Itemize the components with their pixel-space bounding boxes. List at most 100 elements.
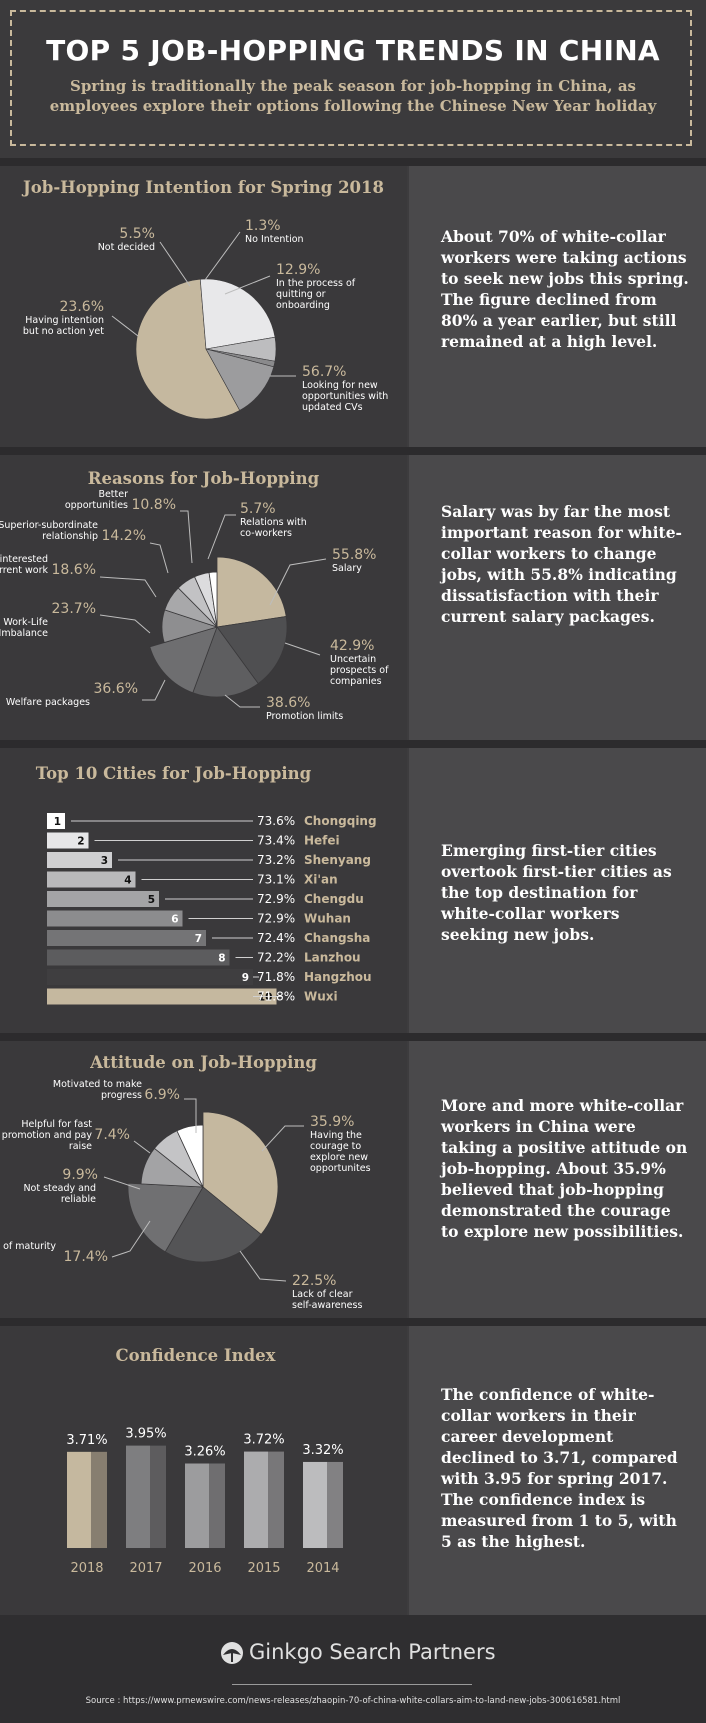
- cities-description: Emerging first-tier cities overtook firs…: [441, 841, 672, 944]
- pie-value-no-intention: 1.3%: [245, 218, 281, 234]
- city-rank-hangzhou: 9: [242, 972, 249, 984]
- confidence-value-2018: 3.71%: [66, 1433, 107, 1448]
- city-bar-wuhan: [47, 910, 183, 927]
- leader-line: [224, 694, 260, 708]
- confidence-bar-2016: [185, 1463, 209, 1548]
- footer-divider: [232, 1684, 472, 1685]
- section-divider: [0, 158, 706, 166]
- city-rank-chongqing: 1: [54, 816, 61, 828]
- pie-label-having-the-courage-to-explore-new-opportunites: Having the: [310, 1130, 362, 1141]
- confidence-year-2014: 2014: [306, 1561, 339, 1576]
- pie-label-better-opportunities: Better: [98, 489, 128, 500]
- pie-slice-having-intention-but-no-action-yet: [199, 278, 276, 350]
- confidence-bar-2018: [67, 1451, 91, 1548]
- pie-slice-having-the-courage-to-explore-new-opportunites: [202, 1111, 279, 1236]
- leader-line: [99, 614, 151, 634]
- confidence-text-panel: The confidence of white-collar workers i…: [409, 1326, 706, 1615]
- pie-value-salary: 55.8%: [332, 547, 376, 563]
- confidence-title: Confidence Index: [115, 1346, 276, 1365]
- pie-label-in-the-process-of-quitting-or-onboarding: onboarding: [276, 300, 330, 311]
- city-name-chongqing: Chongqing: [304, 814, 377, 828]
- confidence-year-2017: 2017: [129, 1561, 162, 1576]
- city-bar-wuxi: [47, 988, 277, 1005]
- pie-label-motivated-to-make-progress: progress: [101, 1090, 142, 1101]
- cities-bar-chart: 1 73.6% Chongqing 2 73.4% Hefei 3 73.2% Shenyang…: [47, 813, 377, 1005]
- pie-label-having-intention-but-no-action-yet: Having intention: [25, 315, 104, 326]
- city-bar-hefei: [47, 832, 89, 849]
- leader-line: [261, 1125, 304, 1152]
- pie-value-uncertain-prospects-of-companies: 42.9%: [330, 638, 374, 654]
- pie-value-in-the-process-of-quitting-or-onboarding: 12.9%: [276, 262, 320, 278]
- pie-label-uncertain-prospects-of-companies: Uncertain: [330, 654, 376, 665]
- header: [0, 0, 706, 158]
- section-cities: Top 10 Cities for Job-Hopping 1 73.6% Chon…: [0, 748, 706, 1033]
- pie-label-in-the-process-of-quitting-or-onboarding: quitting or: [276, 289, 326, 300]
- pie-slice-lack-of-maturity: [127, 1182, 204, 1253]
- pie-label-helpful-for-fast-promotion-and-pay-raise: promotion and pay: [2, 1130, 93, 1141]
- confidence-bar-side-2015: [268, 1451, 284, 1548]
- pie-value-promotion-limits: 38.6%: [266, 695, 310, 711]
- pie-label-welfare-packages: Welfare packages: [6, 697, 90, 708]
- pie-value-motivated-to-make-progress: 6.9%: [144, 1087, 180, 1103]
- pie-label-not-steady-and-reliable: reliable: [61, 1194, 96, 1205]
- pie-label-superior-subordinate-relationship: relationship: [42, 531, 98, 542]
- pie-slice-motivated-to-make-progress: [176, 1124, 204, 1188]
- cities-title: Top 10 Cities for Job-Hopping: [35, 764, 312, 783]
- reasons-text-panel: Salary was by far the most important rea…: [409, 455, 706, 740]
- confidence-value-2017: 3.95%: [125, 1427, 166, 1442]
- confidence-bar-side-2018: [91, 1451, 107, 1548]
- section-divider: [0, 447, 706, 455]
- confidence-description: The confidence of white-collar workers i…: [441, 1385, 678, 1551]
- pie-value-superior-subordinate-relationship: 14.2%: [102, 528, 146, 544]
- leader-line: [142, 679, 166, 701]
- city-rank-xi-an: 4: [124, 875, 131, 887]
- city-bar-xi-an: [47, 871, 136, 888]
- city-name-chengdu: Chengdu: [304, 892, 364, 906]
- confidence-value-2014: 3.32%: [302, 1443, 343, 1458]
- pie-label-having-the-courage-to-explore-new-opportunites: explore new: [310, 1152, 368, 1163]
- pie-label-work-life-imbalance: Work-Life: [3, 617, 48, 628]
- city-name-wuhan: Wuhan: [304, 912, 351, 926]
- city-value-wuxi: 71.8%: [257, 990, 295, 1004]
- pie-slice-in-the-process-of-quitting-or-onboarding: [205, 348, 275, 411]
- leader-line: [204, 231, 241, 281]
- pie-label-not-interested-in-current-work: Not interested: [0, 554, 48, 565]
- pie-value-better-opportunities: 10.8%: [132, 497, 176, 513]
- city-bar-shenyang: [47, 852, 112, 868]
- cities-text-panel: Emerging first-tier cities overtook firs…: [409, 748, 706, 1033]
- section-reasons: Reasons for Job-Hopping 55.8% Salary 42.9%…: [0, 455, 706, 740]
- pie-slice-lack-of-clear-self-awareness: [164, 1186, 262, 1263]
- section-divider: [0, 740, 706, 748]
- company-logo-text: Ginkgo Search Partners: [249, 1640, 496, 1664]
- attitude-title: Attitude on Job-Hopping: [90, 1053, 317, 1072]
- confidence-chart-panel: Confidence Index 3.71% 2018 3.95% 2017 3.26%…: [0, 1326, 407, 1615]
- leader-line: [180, 510, 193, 564]
- source-link[interactable]: Source : https://www.prnewswire.com/news…: [85, 1696, 621, 1706]
- pie-value-looking-for-new-opportunities-with-updated-cvs: 56.7%: [302, 364, 346, 380]
- pie-label-no-intention: No Intention: [245, 234, 304, 245]
- leader-line: [284, 642, 321, 656]
- confidence-value-2016: 3.26%: [184, 1445, 225, 1460]
- header-dashed-frame: [10, 10, 692, 146]
- attitude-chart-panel: Attitude on Job-Hopping 35.9% Having the c…: [0, 1041, 407, 1318]
- city-value-changsha: 72.4%: [257, 931, 295, 945]
- footer: [0, 1615, 706, 1723]
- pie-label-looking-for-new-opportunities-with-updated-cvs: opportunities with: [302, 391, 388, 402]
- pie-label-in-the-process-of-quitting-or-onboarding: In the process of: [276, 278, 356, 289]
- leader-line: [149, 542, 169, 574]
- leader-line: [207, 514, 236, 560]
- confidence-bar-side-2016: [209, 1463, 225, 1548]
- pie-value-lack-of-maturity: 17.4%: [64, 1249, 108, 1265]
- city-value-chongqing: 73.6%: [257, 814, 295, 828]
- page-title: TOP 5 JOB-HOPPING TRENDS IN CHINA: [46, 34, 660, 67]
- pie-label-uncertain-prospects-of-companies: prospects of: [330, 665, 389, 676]
- leader-line: [159, 241, 191, 287]
- pie-value-not-decided: 5.5%: [119, 226, 155, 242]
- section-divider: [0, 1033, 706, 1041]
- leader-line: [239, 1250, 287, 1282]
- pie-value-not-steady-and-reliable: 9.9%: [62, 1167, 98, 1183]
- city-value-wuhan: 72.9%: [257, 912, 295, 926]
- city-bar-chongqing: [47, 813, 65, 829]
- pie-label-uncertain-prospects-of-companies: companies: [330, 676, 382, 687]
- section-intention: Job-Hopping Intention for Spring 2018 56…: [0, 166, 706, 447]
